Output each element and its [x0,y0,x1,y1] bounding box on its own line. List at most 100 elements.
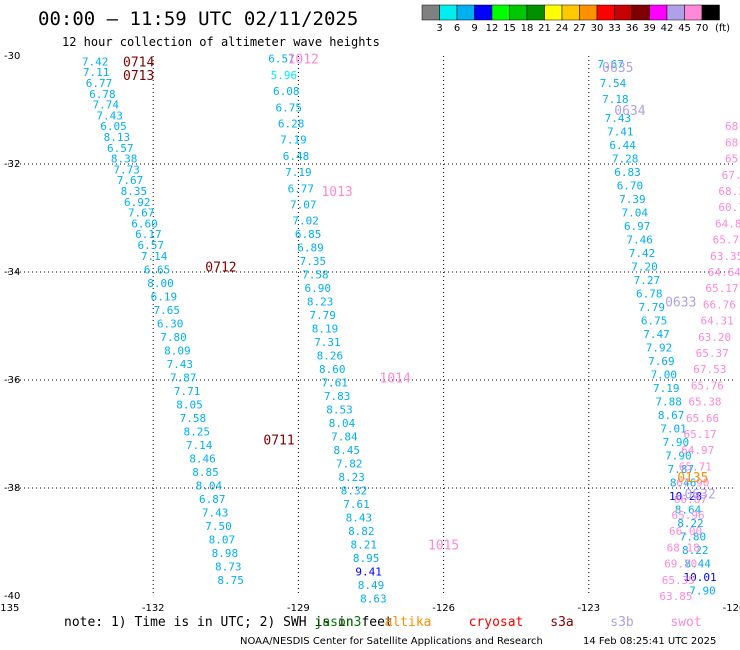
swh-point: 8.60 [319,363,346,376]
swh-point: 6.05 [100,120,127,133]
swh-point: 7.83 [324,390,351,403]
swh-point: 7.14 [141,250,168,263]
swh-point: 68.3 [718,185,740,198]
swh-point: 7.87 [668,463,695,476]
swh-point: 7.71 [174,385,201,398]
swh-point: 7.42 [82,55,109,68]
swh-point: 68.18 [667,541,700,554]
swh-point: 7.82 [336,458,363,471]
satellite-name: s3b [610,615,634,630]
swh-point: 64.87 [715,217,740,230]
swh-point: 7.50 [205,520,232,533]
swh-point: 7.28 [612,153,639,166]
legend-label: 6 [454,23,460,34]
swh-point: 67.90 [676,477,709,490]
swh-point: 8.32 [341,485,368,498]
swh-point: 65.17 [705,282,738,295]
swh-point: 7.19 [280,134,307,147]
x-tick-label: -135 [0,603,19,614]
footer-note: note: 1) Time is in UTC; 2) SWH is in fe… [64,615,393,630]
swh-point: 65 [725,153,738,166]
swh-point: 7.80 [680,531,707,544]
swh-point: 7.88 [655,396,682,409]
pass-label: 0711 [263,433,294,448]
swh-point: 8.73 [215,560,242,573]
swh-point: 65.38 [688,396,721,409]
y-tick-label: -40 [4,591,20,602]
color-legend: 3 6 9 12 15 18 21 24 27 30 33 36 39 42 45 70 [421,4,720,34]
legend-label: 9 [471,23,477,34]
swh-point: 7.18 [602,93,629,106]
swh-point: 65.74 [713,234,740,247]
swh-point: 8.05 [176,398,203,411]
swh-point: 8.04 [196,479,223,492]
swh-point: 8.46 [670,477,697,490]
swh-point: 7.19 [285,166,312,179]
swh-point: 7.19 [653,382,680,395]
footer-timestamp: 14 Feb 08:25:41 UTC 2025 [583,636,716,647]
pass-label: 0633 [665,296,696,311]
swh-point: 7.73 [113,163,140,176]
pass-label: 0634 [614,104,645,119]
swh-point: 6.08 [273,85,300,98]
swh-point: 7.58 [302,269,329,282]
swh-point: 68 [725,120,738,133]
swh-point: 63.35 [710,250,740,263]
legend-swatch [666,4,685,21]
swh-point: 6.78 [636,288,663,301]
swh-point: 66.76 [703,298,736,311]
legend-label: 15 [503,23,516,34]
swh-point: 66.00 [669,525,702,538]
swh-point: 6.65 [144,263,171,276]
swh-point: 6.75 [641,315,668,328]
legend-swatch [526,4,545,21]
swh-point: 7.43 [167,358,194,371]
x-tick-label: -126 [432,603,455,614]
legend-label: 33 [608,23,621,34]
x-tick-label: -129 [287,603,310,614]
swh-point: 8.21 [350,539,377,552]
y-tick-label: -30 [4,51,20,62]
swh-point: 8.19 [312,323,339,336]
legend-label: 21 [538,23,551,34]
swh-point: 7.46 [626,234,653,247]
swh-point: 6.48 [283,150,310,163]
legend-label: 39 [643,23,656,34]
swh-point: 7.42 [629,247,656,260]
swh-point: 6.89 [297,242,324,255]
swh-point: 6.19 [151,290,178,303]
satellite-name: altika [385,615,432,630]
swh-point: 8.85 [192,466,219,479]
x-tick-label: -120 [723,603,740,614]
swh-point: 65.71 [679,460,712,473]
swh-point: 7.79 [638,301,665,314]
swh-point: 7.79 [309,309,336,322]
swh-point: 6.75 [275,101,302,114]
legend-label: 36 [626,23,639,34]
legend-label: 30 [591,23,604,34]
swh-point: 6.77 [86,77,113,90]
chart-title: 00:00 – 11:59 UTC 02/11/2025 [38,8,358,30]
legend-label: 3 [436,23,442,34]
legend-swatch [561,4,580,21]
pass-label: 1015 [428,539,459,554]
swh-point: 6.70 [617,180,644,193]
pass-label: 1012 [288,53,319,68]
swh-point: 8.35 [121,185,148,198]
swh-point: 10.28 [669,490,702,503]
legend-label: 24 [556,23,569,34]
swh-point: 7.43 [605,112,632,125]
swh-point: 67. [722,169,740,182]
y-tick-label: -34 [4,267,20,278]
pass-label: 0712 [205,261,236,276]
legend-label: 70 [696,23,709,34]
swh-point: 7.43 [202,506,229,519]
swh-point: 8.13 [104,131,131,144]
swh-point: 8.46 [189,452,216,465]
legend-swatch [509,4,528,21]
swh-point: 6.57 [107,142,134,155]
swh-point: 6.78 [89,88,116,101]
swh-point: 8.82 [348,525,375,538]
